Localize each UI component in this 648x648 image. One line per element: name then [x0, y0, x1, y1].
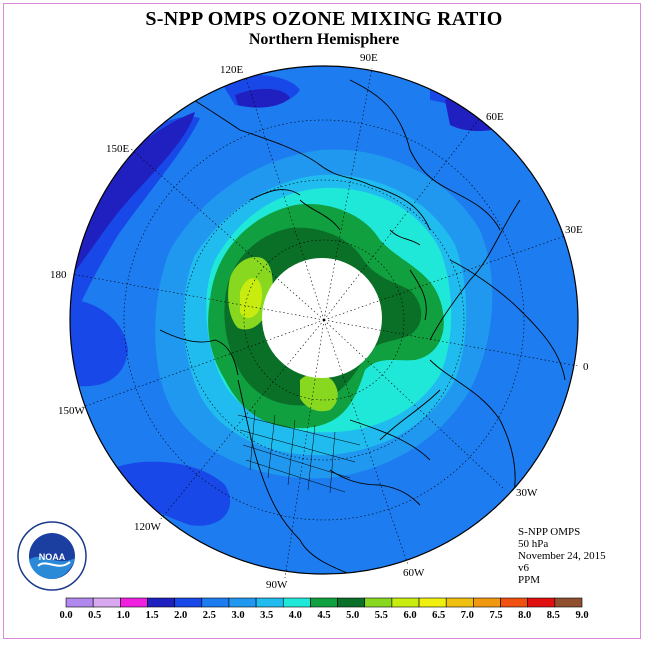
info-instrument: S-NPP OMPS: [518, 526, 581, 538]
lon-label-120w: 120W: [134, 521, 162, 533]
colorbar-tick-label: 4.0: [289, 610, 302, 621]
polar-night-mask: [262, 258, 382, 378]
colorbar: 0.0 0.5 1.0 1.5 2.0 2.5 3.0 3.5 4.0 4.5 5.0 5.5 6.0 6…: [59, 597, 589, 621]
colorbar-tick-label: 4.5: [317, 610, 330, 621]
lon-label-150w: 150W: [58, 405, 86, 417]
plot-frame: [3, 3, 641, 639]
colorbar-swatch: [554, 597, 583, 608]
field-1-5-north: [235, 88, 290, 108]
map-boundary: [69, 65, 579, 575]
map-title: S-NPP OMPS OZONE MIXING RATIO: [145, 8, 503, 30]
longitude-labels: 90E 60E 30E 0 30W 60W 90W 120W 150W 180 …: [50, 52, 589, 591]
colorbar-swatch: [147, 597, 175, 608]
lon-label-90w: 90W: [266, 579, 288, 591]
colorbar-swatch: [310, 597, 338, 608]
field-2-0-west2: [70, 300, 128, 387]
colorbar-tick-label: 1.0: [117, 610, 130, 621]
lon-label-30w: 30W: [516, 487, 538, 499]
lon-label-60w: 60W: [403, 567, 425, 579]
info-pressure-level: 50 hPa: [518, 538, 549, 550]
colorbar-swatch: [255, 597, 284, 608]
colorbar-tick-label: 7.0: [461, 610, 474, 621]
state-grid: [237, 409, 361, 494]
field-1-5-west: [70, 112, 195, 290]
colorbar-tick-label: 5.5: [375, 610, 388, 621]
field-1-5-ne: [445, 91, 520, 132]
colorbar-tick-label: 1.5: [145, 610, 158, 621]
colorbar-swatch: [120, 597, 148, 608]
lon-label-150e: 150E: [106, 143, 130, 155]
info-block: S-NPP OMPS 50 hPa November 24, 2015 v6 P…: [518, 526, 606, 586]
colorbar-tick-label: 3.5: [260, 610, 273, 621]
map-subtitle: Northern Hemisphere: [248, 31, 400, 48]
colorbar-swatch: [228, 597, 257, 608]
lon-label-90e: 90E: [360, 52, 378, 64]
info-date: November 24, 2015: [518, 550, 606, 562]
noaa-logo: NOAA: [16, 520, 88, 592]
lon-label-180: 180: [50, 269, 67, 281]
colorbar-tick-label: 8.0: [518, 610, 531, 621]
lon-label-30e: 30E: [565, 224, 583, 236]
colorbar-swatch: [65, 597, 94, 608]
noaa-logo-text: NOAA: [39, 552, 66, 562]
colorbar-tick-label: 7.5: [489, 610, 502, 621]
colorbar-tick-label: 2.0: [174, 610, 187, 621]
lon-label-60e: 60E: [486, 111, 504, 123]
field-6-0: [240, 278, 263, 318]
lon-label-0: 0: [583, 361, 589, 373]
info-version: v6: [518, 562, 529, 574]
colorbar-tick-label: 8.5: [547, 610, 560, 621]
colorbar-tick-label: 6.0: [403, 610, 416, 621]
colorbar-tick-label: 3.0: [231, 610, 244, 621]
colorbar-tick-label: 0.5: [88, 610, 101, 621]
field-2-0-south: [110, 461, 231, 526]
colorbar-swatch: [391, 597, 420, 608]
colorbar-swatch: [282, 597, 311, 608]
colorbar-tick-label: 2.5: [203, 610, 216, 621]
colorbar-tick-label: 0.0: [59, 610, 72, 621]
colorbar-swatch: [337, 597, 366, 608]
field-5-5-canada: [300, 374, 338, 412]
graticule: [71, 67, 579, 579]
colorbar-swatch: [527, 597, 556, 608]
colorbar-tick-label: 6.5: [432, 610, 445, 621]
colorbar-swatch: [364, 597, 393, 608]
coastlines: [139, 69, 566, 574]
colorbar-swatch: [473, 597, 501, 608]
colorbar-swatch: [174, 597, 203, 608]
info-units: PPM: [518, 574, 541, 586]
lon-label-120e: 120E: [220, 64, 244, 76]
colorbar-swatch: [445, 597, 474, 608]
colorbar-swatch: [201, 597, 230, 608]
colorbar-tick-label: 5.0: [346, 610, 359, 621]
colorbar-tick-label: 9.0: [575, 610, 588, 621]
colorbar-swatch: [418, 597, 447, 608]
colorbar-swatch: [500, 597, 528, 608]
colorbar-swatch: [92, 597, 121, 608]
